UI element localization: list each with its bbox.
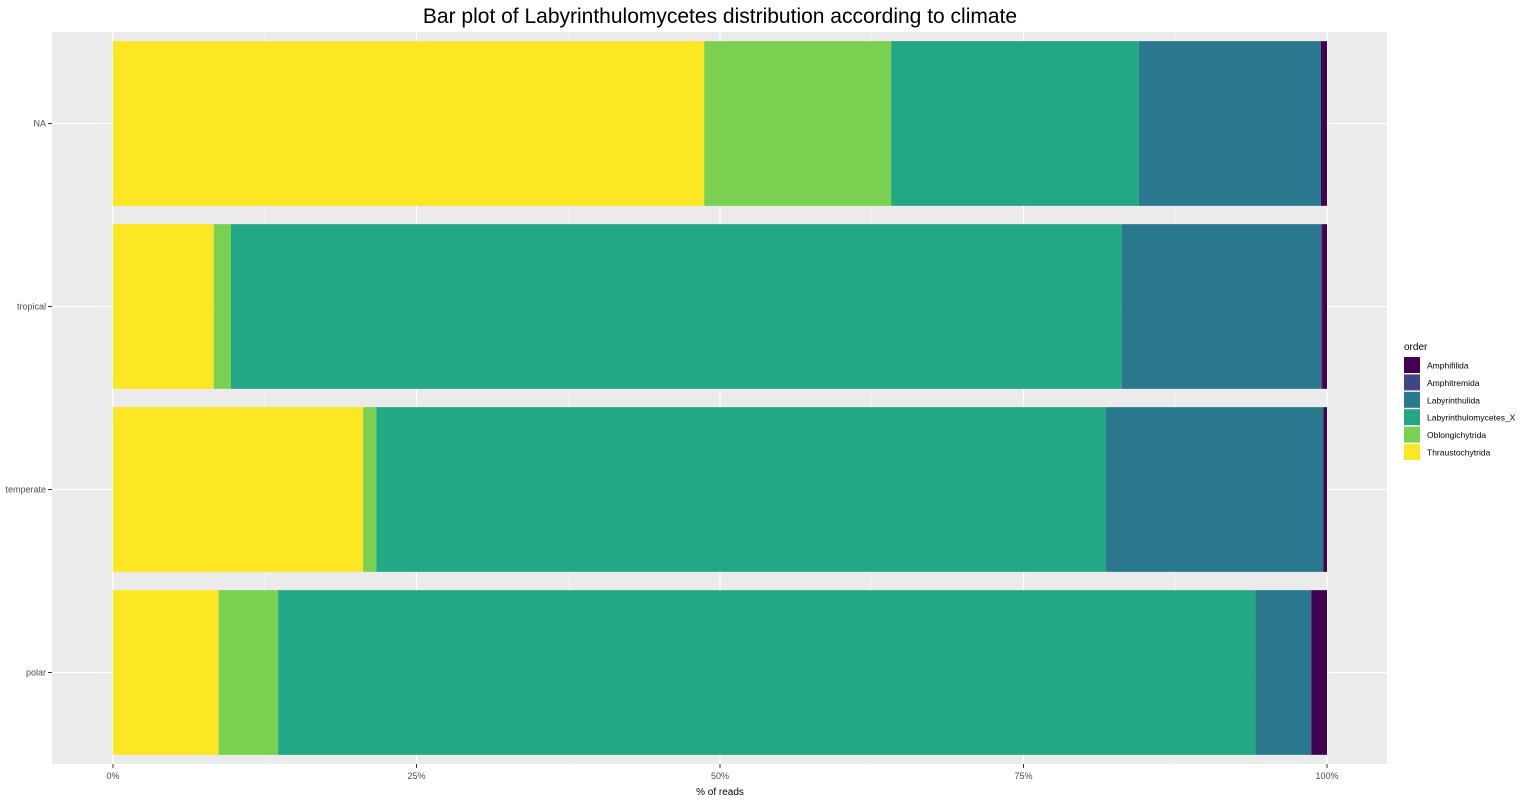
bar-segment-tropical-labyrinthulida bbox=[1121, 224, 1321, 389]
y-tick-label: polar bbox=[26, 668, 46, 678]
x-tick-label: 0% bbox=[106, 771, 119, 781]
bar-segment-temperate-oblongichytrida bbox=[363, 407, 377, 572]
bar-segment-tropical-labyrinthulomycetes-x bbox=[230, 224, 1122, 389]
legend: order Amphifilida Amphitremida Labyrinthul… bbox=[1404, 342, 1516, 460]
bar-segment-tropical-amphifilida bbox=[1322, 224, 1327, 389]
bar-segment-polar-thraustochytrida bbox=[113, 590, 219, 755]
bar-segment-polar-labyrinthulida bbox=[1255, 590, 1312, 755]
legend-label: Oblongichytrida bbox=[1427, 430, 1486, 440]
legend-key bbox=[1404, 409, 1420, 426]
bar-segment-na-labyrinthulida bbox=[1138, 41, 1321, 206]
bar-segment-na-labyrinthulomycetes-x bbox=[891, 41, 1139, 206]
bar-segment-polar-labyrinthulomycetes-x bbox=[278, 590, 1256, 755]
bar-segment-polar-oblongichytrida bbox=[218, 590, 279, 755]
legend-label: Thraustochytrida bbox=[1427, 448, 1491, 458]
bar-segment-temperate-amphifilida bbox=[1323, 407, 1327, 572]
bar-segment-temperate-thraustochytrida bbox=[113, 407, 364, 572]
chart-title: Bar plot of Labyrinthulomycetes distribu… bbox=[423, 5, 1017, 28]
legend-label: Labyrinthulomycetes_X bbox=[1427, 413, 1516, 423]
bars bbox=[113, 41, 1327, 755]
legend-key bbox=[1404, 426, 1420, 443]
bar-segment-na-amphifilida bbox=[1320, 41, 1327, 206]
y-tick-label: tropical bbox=[17, 302, 46, 312]
bar-segment-tropical-oblongichytrida bbox=[213, 224, 231, 389]
legend-key bbox=[1404, 357, 1420, 373]
legend-title: order bbox=[1404, 342, 1428, 353]
bar-segment-tropical-thraustochytrida bbox=[113, 224, 214, 389]
bar-segment-temperate-labyrinthulida bbox=[1106, 407, 1324, 572]
x-axis-title: % of reads bbox=[696, 787, 744, 798]
x-tick-label: 100% bbox=[1315, 771, 1338, 781]
legend-label: Amphitremida bbox=[1427, 378, 1480, 388]
legend-label: Labyrinthulida bbox=[1427, 395, 1480, 405]
bar-segment-na-thraustochytrida bbox=[113, 41, 705, 206]
legend-key bbox=[1404, 374, 1420, 391]
bar-segment-temperate-labyrinthulomycetes-x bbox=[376, 407, 1107, 572]
x-tick-label: 75% bbox=[1014, 771, 1032, 781]
legend-key bbox=[1404, 444, 1420, 460]
x-tick-label: 25% bbox=[407, 771, 425, 781]
y-axis: polar temperate tropical NA bbox=[5, 119, 52, 678]
x-tick-label: 50% bbox=[711, 771, 729, 781]
bar-segment-polar-amphifilida bbox=[1311, 590, 1327, 755]
x-axis: 0% 25% 50% 75% 100% bbox=[106, 764, 1339, 781]
y-tick-label: NA bbox=[33, 119, 46, 129]
legend-key bbox=[1404, 391, 1420, 408]
bar-segment-tropical-amphitremida bbox=[1320, 224, 1323, 389]
bar-segment-na-oblongichytrida bbox=[704, 41, 892, 206]
legend-label: Amphifilida bbox=[1427, 361, 1469, 371]
y-tick-label: temperate bbox=[5, 485, 46, 495]
